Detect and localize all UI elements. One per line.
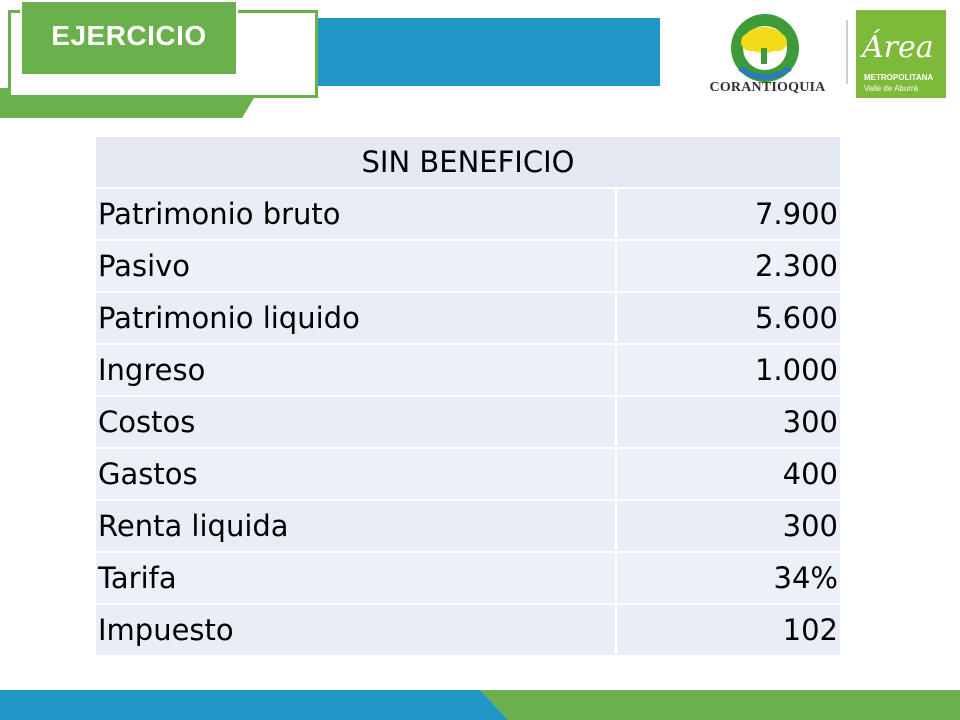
table-row: Ingreso 1.000 bbox=[94, 343, 843, 397]
row-label: Gastos bbox=[94, 447, 617, 501]
table-row: Tarifa 34% bbox=[94, 551, 843, 605]
title-box bbox=[20, 0, 238, 76]
row-value: 7.900 bbox=[614, 187, 843, 241]
row-label: Impuesto bbox=[94, 603, 617, 657]
row-value: 2.300 bbox=[614, 239, 843, 293]
row-value: 5.600 bbox=[614, 291, 843, 345]
table-row: Patrimonio liquido 5.600 bbox=[94, 291, 843, 345]
logo-divider bbox=[846, 20, 848, 84]
corantioquia-logo-text: CORANTIOQUIA bbox=[709, 80, 826, 95]
table-header-row: SIN BENEFICIO bbox=[94, 135, 842, 189]
row-label: Patrimonio liquido bbox=[94, 291, 617, 345]
table-row: Renta liquida 300 bbox=[94, 499, 843, 553]
slide-title: EJERCICIO bbox=[51, 20, 207, 51]
row-value: 300 bbox=[614, 395, 843, 449]
row-label: Ingreso bbox=[94, 343, 617, 397]
row-label: Pasivo bbox=[94, 239, 617, 293]
row-label: Renta liquida bbox=[94, 499, 617, 553]
row-label: Tarifa bbox=[94, 551, 617, 605]
row-value: 102 bbox=[614, 603, 843, 657]
area-logo-line1: METROPOLITANA bbox=[864, 73, 934, 82]
header-blue-bar bbox=[300, 18, 660, 86]
row-label: Patrimonio bruto bbox=[94, 187, 617, 241]
table-header: SIN BENEFICIO bbox=[94, 135, 842, 189]
area-metropolitana-logo bbox=[856, 10, 946, 98]
tax-table: SIN BENEFICIO Patrimonio bruto 7.900 Pas… bbox=[94, 135, 843, 657]
area-logo-line2: Valle de Aburrá bbox=[864, 84, 919, 93]
table-row: Pasivo 2.300 bbox=[94, 239, 843, 293]
row-value: 300 bbox=[614, 499, 843, 553]
area-logo-glyph: Área bbox=[862, 30, 934, 65]
footer-band bbox=[0, 690, 960, 720]
row-value: 1.000 bbox=[614, 343, 843, 397]
table-row: Patrimonio bruto 7.900 bbox=[94, 187, 843, 241]
row-value: 34% bbox=[614, 551, 843, 605]
table-row: Costos 300 bbox=[94, 395, 843, 449]
corantioquia-logo-icon bbox=[731, 14, 799, 82]
table-row: Gastos 400 bbox=[94, 447, 843, 501]
row-value: 400 bbox=[614, 447, 843, 501]
table-row: Impuesto 102 bbox=[94, 603, 843, 657]
row-label: Costos bbox=[94, 395, 617, 449]
